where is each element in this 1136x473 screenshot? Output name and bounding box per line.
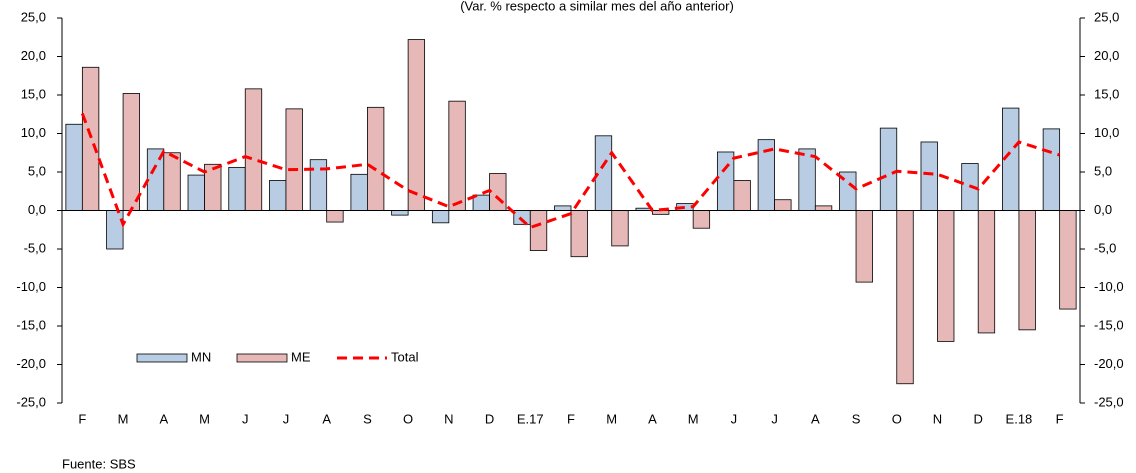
y-tick-label: -10,0 bbox=[16, 279, 46, 294]
bar bbox=[391, 210, 409, 216]
bar bbox=[407, 39, 426, 211]
bar bbox=[309, 159, 328, 211]
bar bbox=[937, 210, 955, 342]
bar bbox=[814, 205, 833, 211]
y2-tick-label: -5,0 bbox=[1094, 240, 1116, 255]
legend-label: ME bbox=[291, 349, 311, 364]
bar bbox=[529, 210, 548, 251]
bar bbox=[774, 199, 792, 211]
chart-subtitle: (Var. % respecto a similar mes del año a… bbox=[460, 0, 734, 13]
y2-tick-label: -15,0 bbox=[1094, 317, 1124, 332]
y-tick-label: 25,0 bbox=[21, 9, 46, 24]
y-tick-label: -5,0 bbox=[24, 240, 46, 255]
x-tick-label: J bbox=[242, 411, 249, 426]
bar bbox=[65, 123, 83, 211]
bar bbox=[244, 88, 263, 211]
legend-swatch bbox=[136, 353, 188, 363]
bar bbox=[489, 173, 507, 211]
legend-label: Total bbox=[391, 349, 419, 364]
x-tick-label: M bbox=[118, 411, 129, 426]
bar bbox=[1059, 210, 1077, 310]
bar bbox=[977, 210, 996, 334]
bar bbox=[1018, 210, 1036, 331]
y2-tick-label: -20,0 bbox=[1094, 356, 1124, 371]
bar bbox=[350, 173, 368, 211]
bar bbox=[81, 66, 100, 211]
y2-tick-label: 15,0 bbox=[1094, 86, 1119, 101]
x-tick-label: F bbox=[78, 411, 86, 426]
source-note: Fuente: SBS bbox=[62, 456, 136, 471]
bar bbox=[798, 148, 816, 211]
y-tick-label: 10,0 bbox=[21, 125, 46, 140]
bar bbox=[204, 163, 222, 211]
x-tick-label: O bbox=[403, 411, 413, 426]
bar bbox=[366, 106, 385, 211]
bar bbox=[855, 210, 873, 283]
bar bbox=[896, 210, 914, 385]
x-tick-label: M bbox=[606, 411, 617, 426]
bar bbox=[187, 174, 205, 211]
bar bbox=[106, 210, 124, 250]
y2-tick-label: -10,0 bbox=[1094, 279, 1124, 294]
bar bbox=[228, 166, 246, 211]
legend-swatch bbox=[236, 353, 288, 363]
x-tick-label: D bbox=[485, 411, 494, 426]
y-tick-label: 5,0 bbox=[28, 163, 46, 178]
x-tick-label: A bbox=[159, 411, 168, 426]
bar bbox=[163, 152, 181, 211]
bar bbox=[1042, 128, 1061, 211]
x-tick-label: N bbox=[933, 411, 942, 426]
y2-tick-label: 10,0 bbox=[1094, 125, 1119, 140]
x-tick-label: S bbox=[363, 411, 372, 426]
y2-tick-label: -25,0 bbox=[1094, 394, 1124, 409]
x-tick-label: J bbox=[283, 411, 290, 426]
line-series bbox=[80, 112, 1061, 230]
y2-tick-label: 0,0 bbox=[1094, 202, 1112, 217]
bar bbox=[920, 141, 938, 211]
bar bbox=[554, 205, 572, 211]
x-tick-label: E.18 bbox=[1006, 411, 1033, 426]
y-tick-label: 20,0 bbox=[21, 48, 46, 63]
y-tick-label: -15,0 bbox=[16, 317, 46, 332]
bar bbox=[879, 127, 898, 211]
bar bbox=[570, 210, 588, 258]
x-tick-label: A bbox=[648, 411, 657, 426]
bar bbox=[611, 210, 629, 247]
bar bbox=[326, 210, 344, 223]
x-tick-label: A bbox=[322, 411, 331, 426]
bar bbox=[513, 210, 531, 225]
y2-tick-label: 25,0 bbox=[1094, 9, 1119, 24]
bar bbox=[431, 210, 450, 224]
legend-label: MN bbox=[191, 349, 211, 364]
x-tick-label: A bbox=[811, 411, 820, 426]
x-tick-label: M bbox=[199, 411, 210, 426]
x-tick-label: D bbox=[974, 411, 983, 426]
x-tick-label: J bbox=[731, 411, 738, 426]
bar bbox=[733, 180, 751, 211]
x-tick-label: F bbox=[1056, 411, 1064, 426]
y-tick-label: -25,0 bbox=[16, 394, 46, 409]
bar bbox=[448, 100, 466, 211]
y2-tick-label: 5,0 bbox=[1094, 163, 1112, 178]
bar bbox=[285, 108, 303, 211]
x-tick-label: S bbox=[852, 411, 861, 426]
x-tick-label: F bbox=[567, 411, 575, 426]
y-tick-label: 15,0 bbox=[21, 86, 46, 101]
bar bbox=[122, 93, 140, 211]
x-tick-label: N bbox=[444, 411, 453, 426]
bar bbox=[594, 135, 613, 211]
x-tick-label: E.17 bbox=[517, 411, 544, 426]
y-tick-label: 0,0 bbox=[28, 202, 46, 217]
x-tick-label: J bbox=[771, 411, 778, 426]
y-tick-label: -20,0 bbox=[16, 356, 46, 371]
bar bbox=[692, 210, 711, 229]
x-tick-label: M bbox=[688, 411, 699, 426]
x-tick-label: O bbox=[892, 411, 902, 426]
bar bbox=[269, 180, 287, 211]
bar bbox=[716, 151, 735, 211]
y2-tick-label: 20,0 bbox=[1094, 48, 1119, 63]
